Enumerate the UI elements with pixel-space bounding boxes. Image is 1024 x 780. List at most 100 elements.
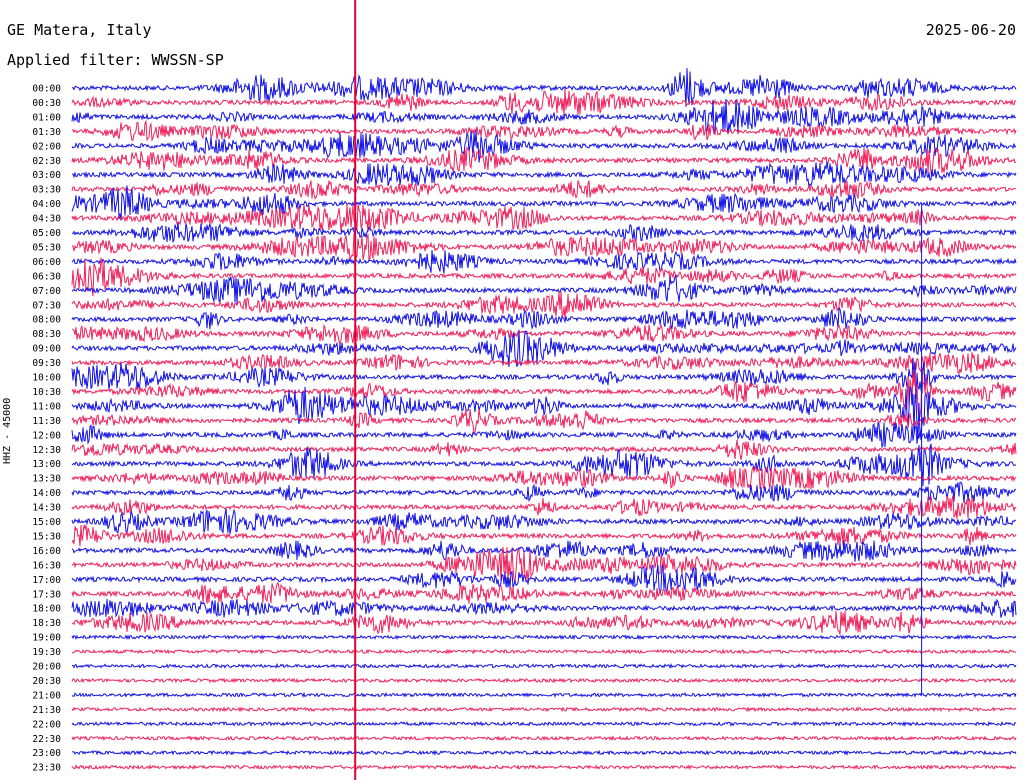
time-tick-label: 17:00 xyxy=(32,575,61,586)
seismic-trace xyxy=(71,677,1017,684)
time-tick-label: 13:00 xyxy=(32,459,61,470)
seismic-trace xyxy=(71,524,1017,547)
time-tick-label: 23:30 xyxy=(32,763,61,774)
seismic-trace xyxy=(71,634,1017,641)
seismic-trace xyxy=(71,306,1016,330)
time-tick-label: 07:00 xyxy=(32,286,61,297)
time-tick-label: 12:30 xyxy=(32,445,61,456)
seismic-trace xyxy=(71,119,1017,142)
time-tick-label: 11:30 xyxy=(32,416,61,427)
time-tick-label: 00:30 xyxy=(32,98,61,109)
seismic-trace xyxy=(71,368,1017,420)
time-tick-label: 02:00 xyxy=(32,141,61,152)
seismic-trace xyxy=(71,291,1017,319)
seismic-trace xyxy=(71,274,1017,305)
seismic-trace xyxy=(71,495,1017,520)
seismic-trace xyxy=(71,749,1017,756)
seismic-trace xyxy=(71,357,1017,404)
time-tick-label: 21:30 xyxy=(32,705,61,716)
seismic-trace xyxy=(71,706,1017,713)
time-tick-label: 03:30 xyxy=(32,185,61,196)
seismic-trace xyxy=(71,185,1017,221)
time-tick-label: 19:00 xyxy=(32,633,61,644)
time-tick-label: 17:30 xyxy=(32,589,61,600)
time-tick-label: 04:30 xyxy=(32,214,61,225)
time-tick-label: 07:30 xyxy=(32,300,61,311)
seismic-trace xyxy=(71,648,1017,655)
seismic-trace xyxy=(71,735,1017,742)
seismic-trace xyxy=(71,508,1017,535)
time-tick-label: 08:30 xyxy=(32,329,61,340)
time-tick-label: 04:00 xyxy=(32,199,61,210)
time-tick-label: 09:30 xyxy=(32,358,61,369)
seismic-trace xyxy=(71,662,1017,670)
seismic-trace xyxy=(71,385,1017,440)
time-tick-label: 18:30 xyxy=(32,618,61,629)
time-tick-label: 15:00 xyxy=(32,517,61,528)
time-tick-label: 12:00 xyxy=(32,430,61,441)
seismic-trace xyxy=(71,581,1017,604)
seismic-trace xyxy=(71,88,1017,116)
time-tick-label: 03:00 xyxy=(32,170,61,181)
time-tick-label: 21:00 xyxy=(32,690,61,701)
time-tick-label: 16:30 xyxy=(32,560,61,571)
time-tick-label: 01:00 xyxy=(32,112,61,123)
seismic-trace xyxy=(71,323,1017,345)
time-tick-label: 08:00 xyxy=(32,315,61,326)
time-tick-label: 06:00 xyxy=(32,257,61,268)
time-tick-label: 05:00 xyxy=(32,228,61,239)
seismic-trace xyxy=(71,352,1017,374)
time-tick-label: 19:30 xyxy=(32,647,61,658)
seismic-trace xyxy=(71,257,1017,297)
seismic-trace xyxy=(71,421,1017,449)
seismic-trace xyxy=(71,203,1017,232)
seismic-trace xyxy=(71,598,1017,618)
time-tick-label: 10:00 xyxy=(32,373,61,384)
time-tick-label: 13:30 xyxy=(32,474,61,485)
time-tick-label: 01:30 xyxy=(32,127,61,138)
time-tick-label: 14:30 xyxy=(32,503,61,514)
seismic-trace xyxy=(71,68,1017,107)
time-tick-label: 00:00 xyxy=(32,84,61,95)
time-tick-label: 10:30 xyxy=(32,387,61,398)
seismic-trace xyxy=(71,691,1017,699)
time-tick-label: 11:00 xyxy=(32,401,61,412)
seismic-trace xyxy=(71,329,1017,367)
time-tick-label: 22:30 xyxy=(32,734,61,745)
time-tick-label: 15:30 xyxy=(32,531,61,542)
time-tick-label: 05:30 xyxy=(32,242,61,253)
time-tick-label: 20:00 xyxy=(32,662,61,673)
time-tick-label: 09:00 xyxy=(32,344,61,355)
time-tick-label: 22:00 xyxy=(32,719,61,730)
seismic-trace xyxy=(71,481,1017,503)
seismic-trace xyxy=(71,564,1017,594)
seismic-trace xyxy=(72,161,1017,188)
seismic-trace xyxy=(71,439,1017,460)
seismic-trace xyxy=(71,764,1017,771)
seismic-trace xyxy=(71,249,1017,274)
time-tick-label: 06:30 xyxy=(32,271,61,282)
seismic-trace xyxy=(71,610,1017,635)
seismic-trace xyxy=(71,408,1017,436)
seismic-trace xyxy=(71,146,1016,177)
seismic-trace xyxy=(71,98,1017,135)
time-tick-label: 02:30 xyxy=(32,156,61,167)
seismic-trace xyxy=(71,130,1017,163)
time-tick-label: 14:00 xyxy=(32,488,61,499)
time-tick-label: 16:00 xyxy=(32,546,61,557)
time-tick-label: 18:00 xyxy=(32,604,61,615)
seismic-trace xyxy=(71,466,1017,490)
station-title: GE Matera, Italy xyxy=(7,21,152,39)
seismic-trace xyxy=(71,720,1017,727)
seismic-trace xyxy=(71,233,1017,261)
filter-label: Applied filter: WWSSN-SP xyxy=(7,51,224,69)
time-tick-label: 23:00 xyxy=(32,748,61,759)
seismic-trace xyxy=(71,222,1017,244)
date-label: 2025-06-20 xyxy=(925,21,1016,39)
seismic-trace xyxy=(71,180,1017,200)
time-tick-label: 20:30 xyxy=(32,676,61,687)
seismic-trace xyxy=(71,540,1017,562)
seismic-trace xyxy=(71,443,1017,487)
seismic-trace xyxy=(71,547,1017,583)
